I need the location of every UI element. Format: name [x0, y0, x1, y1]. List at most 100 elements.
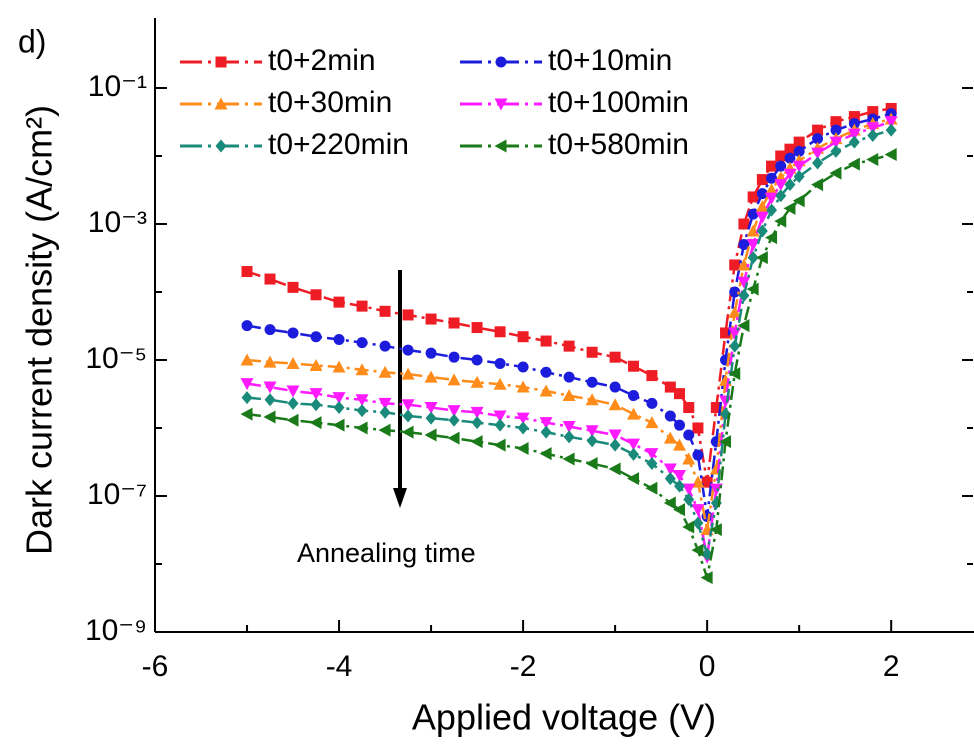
marker: [332, 360, 346, 373]
marker: [609, 438, 621, 452]
marker: [792, 194, 805, 208]
marker: [664, 381, 676, 393]
marker: [709, 523, 722, 537]
marker: [737, 276, 751, 289]
marker: [627, 438, 641, 451]
marker: [402, 309, 414, 321]
marker: [747, 251, 759, 265]
marker: [674, 419, 686, 431]
marker: [356, 300, 368, 312]
marker: [494, 139, 507, 153]
marker: [682, 520, 695, 534]
marker: [585, 393, 599, 406]
marker: [448, 351, 460, 363]
marker: [682, 483, 696, 496]
marker: [493, 377, 507, 390]
marker: [692, 516, 704, 530]
marker: [747, 208, 759, 220]
marker: [812, 124, 824, 136]
marker: [867, 106, 879, 118]
marker: [448, 317, 460, 329]
panel-label: d): [18, 23, 46, 59]
series-line: [246, 153, 892, 583]
marker: [425, 411, 437, 425]
marker: [379, 340, 391, 352]
marker: [783, 168, 797, 181]
marker: [673, 438, 687, 451]
marker: [401, 367, 415, 380]
marker: [378, 365, 392, 378]
marker: [811, 147, 825, 160]
marker: [784, 178, 796, 192]
marker: [585, 425, 599, 438]
annotation: Annealing time: [297, 538, 476, 568]
marker: [470, 375, 484, 388]
marker: [774, 179, 788, 192]
marker: [792, 160, 806, 173]
marker: [830, 124, 842, 136]
marker: [812, 156, 824, 170]
marker: [539, 417, 553, 430]
legend-label: t0+580min: [548, 128, 689, 161]
arrow-head: [393, 488, 407, 508]
marker: [719, 435, 732, 449]
marker: [287, 327, 299, 339]
marker: [628, 360, 640, 372]
marker: [737, 258, 751, 271]
marker: [378, 397, 392, 410]
marker: [470, 406, 484, 419]
x-tick-label: 0: [699, 650, 716, 683]
y-axis-title: Dark current density (A/cm²): [19, 105, 60, 555]
marker: [830, 144, 842, 158]
marker: [627, 472, 640, 486]
marker: [401, 399, 415, 412]
marker: [540, 335, 552, 347]
marker: [425, 313, 437, 325]
marker: [774, 214, 787, 228]
marker: [747, 191, 759, 203]
marker: [608, 462, 621, 476]
marker: [775, 150, 787, 162]
marker: [729, 339, 741, 353]
marker: [627, 407, 641, 420]
marker: [494, 357, 506, 369]
marker: [884, 116, 898, 129]
marker: [710, 402, 722, 414]
marker: [471, 416, 483, 430]
marker: [516, 412, 530, 425]
marker: [447, 431, 460, 445]
marker: [310, 289, 322, 301]
y-tick-label: 10⁻⁷: [87, 478, 147, 511]
marker: [286, 413, 299, 427]
marker: [424, 402, 438, 415]
marker: [755, 200, 769, 213]
marker: [765, 192, 779, 205]
x-tick-label: 2: [883, 650, 900, 683]
marker: [728, 305, 742, 318]
marker: [263, 381, 277, 394]
marker: [646, 457, 658, 471]
marker: [663, 431, 677, 444]
marker: [608, 398, 622, 411]
marker: [215, 139, 227, 153]
marker: [628, 390, 640, 402]
marker: [516, 441, 529, 455]
marker: [682, 452, 696, 465]
marker: [586, 434, 598, 448]
marker: [240, 378, 254, 391]
legend-label: t0+30min: [268, 86, 392, 119]
marker: [240, 353, 254, 366]
marker: [425, 347, 437, 359]
marker: [811, 178, 824, 192]
marker: [379, 405, 391, 419]
marker: [240, 407, 253, 421]
marker: [287, 396, 299, 410]
marker: [765, 231, 778, 245]
marker: [263, 410, 276, 424]
marker: [848, 135, 860, 149]
marker: [663, 496, 676, 510]
marker: [738, 218, 750, 230]
marker: [756, 224, 768, 238]
